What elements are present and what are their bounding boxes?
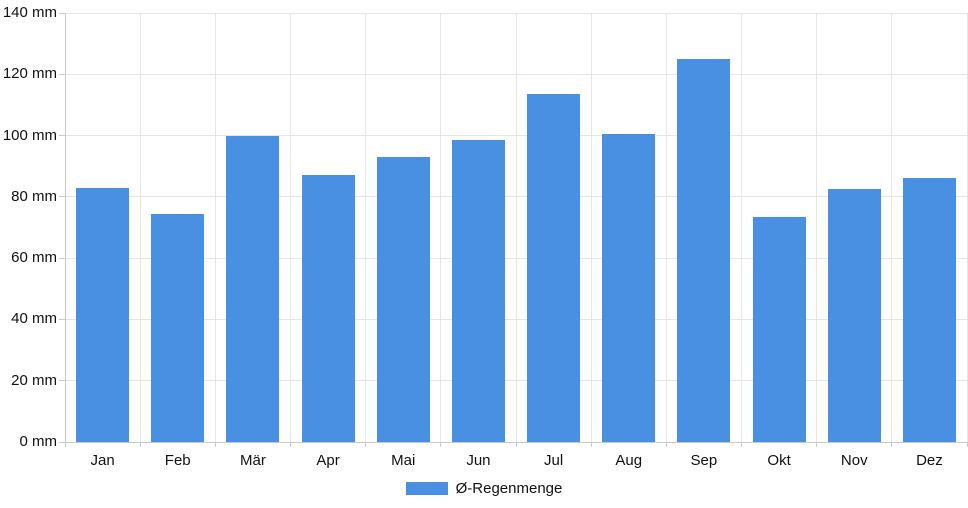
- x-axis-label-okt: Okt: [767, 452, 791, 469]
- y-tick: [59, 12, 65, 14]
- x-tick: [365, 442, 367, 447]
- x-tick: [590, 442, 592, 447]
- y-tick: [59, 196, 65, 198]
- x-axis-label-mai: Mai: [391, 452, 416, 469]
- x-axis-label-dez: Dez: [916, 452, 943, 469]
- x-axis-label-nov: Nov: [840, 452, 868, 469]
- bar-jul[interactable]: [527, 94, 581, 442]
- x-gridline: [139, 13, 141, 442]
- bar-jan[interactable]: [76, 187, 130, 442]
- x-axis-label-sep: Sep: [690, 452, 718, 469]
- x-tick: [290, 442, 291, 447]
- bar-okt[interactable]: [752, 216, 806, 442]
- x-tick: [891, 442, 893, 447]
- x-axis-label-feb: Feb: [164, 452, 191, 469]
- x-gridline: [515, 13, 517, 442]
- x-gridline: [741, 13, 742, 442]
- x-gridline: [891, 13, 893, 442]
- bar-sep[interactable]: [677, 58, 731, 442]
- y-tick: [59, 380, 65, 382]
- bar-aug[interactable]: [602, 134, 656, 442]
- bar-apr[interactable]: [301, 175, 355, 442]
- x-gridline: [590, 13, 592, 442]
- x-gridline: [816, 13, 818, 442]
- x-axis-label-jan: Jan: [90, 452, 115, 469]
- x-gridline: [290, 13, 291, 442]
- bar-mai[interactable]: [376, 157, 430, 442]
- bar-feb[interactable]: [151, 213, 205, 442]
- legend-swatch-icon: [405, 482, 448, 495]
- x-gridline: [665, 13, 667, 442]
- x-tick: [64, 442, 66, 447]
- y-axis-label: 80 mm: [11, 187, 57, 205]
- x-gridline: [966, 13, 968, 442]
- bar-jun[interactable]: [451, 140, 505, 442]
- x-tick: [966, 442, 968, 447]
- x-axis-label-aug: Aug: [615, 452, 643, 469]
- x-tick: [214, 442, 216, 447]
- y-axis-label: 120 mm: [2, 65, 57, 83]
- x-tick: [816, 442, 818, 447]
- y-axis-label: 20 mm: [11, 371, 57, 389]
- bar-nov[interactable]: [827, 189, 881, 442]
- x-tick: [741, 442, 742, 447]
- y-tick: [59, 441, 65, 443]
- x-axis-label-jul: Jul: [543, 452, 564, 469]
- x-gridline: [440, 13, 442, 442]
- y-tick: [59, 73, 65, 75]
- x-gridline: [214, 13, 216, 442]
- bar-dez[interactable]: [902, 178, 956, 442]
- y-axis-label: 0 mm: [19, 433, 58, 450]
- y-tick: [59, 257, 65, 259]
- y-axis-label: 40 mm: [11, 310, 57, 328]
- y-tick: [59, 135, 65, 137]
- x-tick: [139, 442, 141, 447]
- y-axis-line: [64, 13, 66, 442]
- x-axis-label-jun: Jun: [466, 452, 491, 469]
- x-tick: [665, 442, 667, 447]
- legend-label: Ø-Regenmenge: [455, 480, 563, 497]
- y-axis-label: 140 mm: [2, 4, 57, 21]
- x-axis-label-apr: Apr: [316, 452, 340, 469]
- y-tick: [59, 318, 65, 320]
- x-tick: [515, 442, 517, 447]
- y-axis-label: 100 mm: [2, 126, 57, 144]
- x-axis-label-mär: Mär: [239, 452, 266, 469]
- x-gridline: [365, 13, 367, 442]
- chart-legend: Ø-Regenmenge: [0, 480, 968, 497]
- x-tick: [440, 442, 442, 447]
- bar-mär[interactable]: [226, 135, 280, 442]
- legend-item-regenmenge[interactable]: Ø-Regenmenge: [405, 480, 563, 497]
- y-axis-label: 60 mm: [11, 249, 57, 267]
